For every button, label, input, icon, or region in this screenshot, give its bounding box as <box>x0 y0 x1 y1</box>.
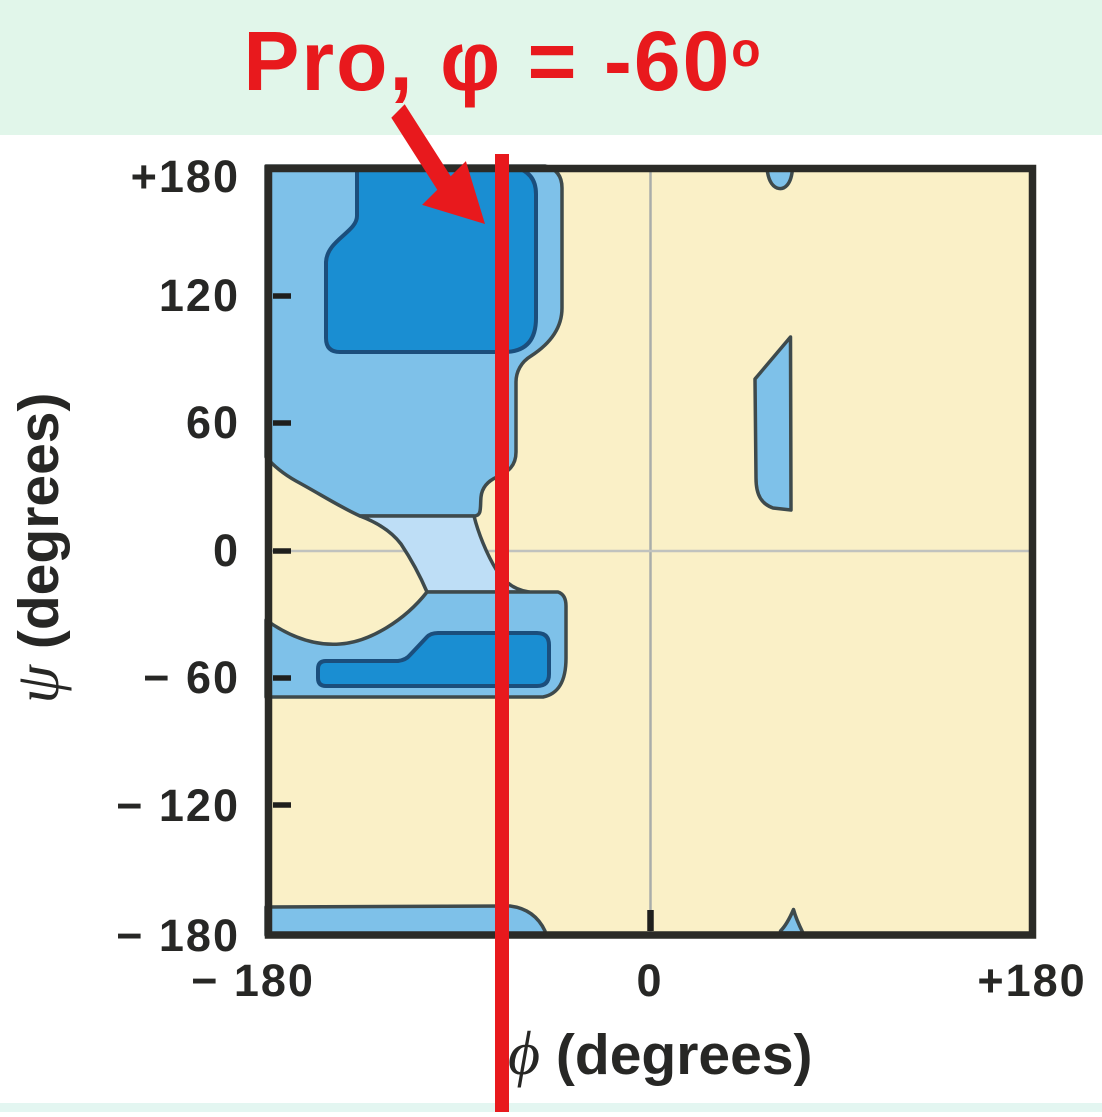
svg-text:60: 60 <box>186 397 240 448</box>
svg-text:+180: +180 <box>977 955 1086 1006</box>
svg-text:− 120: − 120 <box>116 780 240 831</box>
svg-text:ψ (degrees): ψ (degrees) <box>4 393 72 704</box>
svg-text:0: 0 <box>213 525 240 576</box>
svg-text:ϕ (degrees): ϕ (degrees) <box>508 1020 813 1088</box>
svg-text:− 60: − 60 <box>143 652 240 703</box>
svg-text:+180: +180 <box>131 151 240 202</box>
svg-text:− 180: − 180 <box>191 955 315 1006</box>
svg-text:0: 0 <box>636 955 663 1006</box>
svg-text:− 180: − 180 <box>116 910 240 961</box>
svg-text:Pro, φ = -60o: Pro, φ = -60o <box>243 14 760 108</box>
svg-text:120: 120 <box>159 270 240 321</box>
